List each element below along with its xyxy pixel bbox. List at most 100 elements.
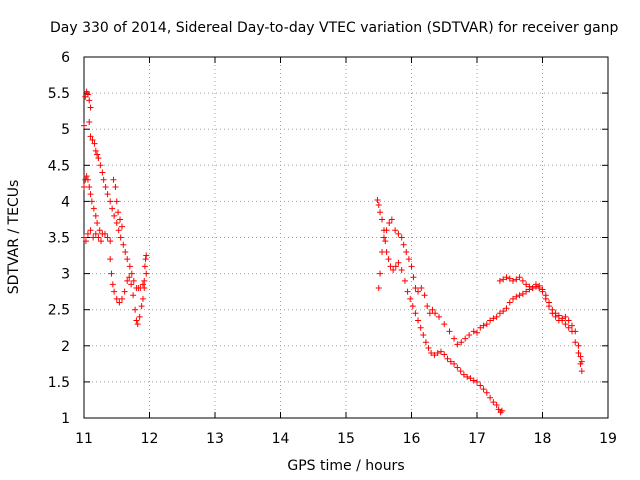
data-point (117, 216, 124, 223)
data-point (374, 196, 381, 203)
data-point (428, 350, 435, 357)
data-point (81, 183, 87, 190)
data-point (408, 263, 415, 270)
data-point (418, 285, 425, 292)
data-point (401, 277, 408, 284)
series-segment-1 (81, 88, 150, 328)
data-point (490, 399, 497, 406)
data-point (516, 292, 523, 299)
data-point (519, 290, 526, 297)
data-point (126, 274, 133, 281)
data-point (513, 293, 520, 300)
data-point (555, 312, 562, 319)
data-point (84, 176, 91, 183)
y-tick-label: 6 (61, 50, 70, 66)
data-point (132, 306, 139, 313)
data-point (95, 155, 102, 162)
y-tick-label: 2 (61, 339, 70, 355)
data-point (487, 317, 494, 324)
data-point (412, 285, 419, 292)
data-point (434, 350, 441, 357)
data-point (437, 348, 444, 355)
data-point (444, 355, 451, 362)
data-point (539, 286, 546, 293)
data-point (98, 238, 105, 245)
data-point (500, 276, 507, 283)
data-point (88, 198, 95, 205)
data-point (493, 313, 500, 320)
data-point (577, 353, 584, 360)
data-point (400, 241, 407, 248)
data-point (470, 328, 477, 335)
data-point (118, 295, 125, 302)
data-point (519, 277, 526, 284)
data-point (141, 277, 148, 284)
gridlines (84, 57, 608, 418)
y-axis-label: SDTVAR / TECUs (6, 180, 22, 295)
data-points (81, 88, 585, 416)
data-point (470, 377, 477, 384)
x-axis-label: GPS time / hours (287, 458, 404, 474)
data-point (115, 227, 122, 234)
data-point (421, 292, 428, 299)
data-point (113, 198, 120, 205)
data-point (398, 266, 405, 273)
x-tick-label: 15 (337, 431, 355, 447)
data-point (405, 256, 412, 263)
data-point (110, 176, 117, 183)
y-tick-label: 4.5 (48, 158, 70, 174)
data-point (117, 234, 124, 241)
data-point (379, 216, 386, 223)
data-point (91, 140, 98, 147)
data-point (462, 335, 469, 342)
data-point (113, 220, 120, 227)
data-point (523, 288, 530, 295)
x-tick-label: 19 (599, 431, 617, 447)
data-point (431, 352, 438, 359)
data-point (441, 351, 448, 358)
x-tick-label: 18 (534, 431, 552, 447)
data-point (516, 274, 523, 281)
data-point (562, 321, 569, 328)
y-tick-label: 1.5 (48, 375, 70, 391)
data-point (87, 191, 94, 198)
data-point (97, 162, 104, 169)
data-point (130, 292, 137, 299)
data-point (130, 277, 137, 284)
data-point (81, 122, 87, 129)
data-point (83, 88, 90, 95)
data-point (136, 313, 143, 320)
data-point (451, 335, 458, 342)
series-segment-2 (374, 196, 585, 416)
data-point (107, 238, 114, 245)
data-point (422, 339, 429, 346)
data-point (409, 303, 416, 310)
data-point (388, 216, 395, 223)
data-point (436, 313, 443, 320)
data-point (415, 317, 422, 324)
data-point (417, 324, 424, 331)
data-point (497, 409, 504, 416)
data-point (109, 205, 116, 212)
data-point (99, 169, 106, 176)
data-point (139, 281, 146, 288)
data-point (474, 329, 480, 336)
data-point (446, 328, 453, 335)
data-point (111, 288, 118, 295)
data-point (128, 270, 135, 277)
data-point (104, 191, 111, 198)
x-tick-label: 11 (75, 431, 93, 447)
data-point (565, 324, 572, 331)
data-point (412, 310, 419, 317)
data-point (141, 285, 148, 292)
data-point (107, 256, 114, 263)
y-tick-label: 1 (61, 411, 70, 427)
data-point (92, 212, 99, 219)
data-point (109, 281, 116, 288)
data-point (90, 205, 97, 212)
data-point (395, 259, 402, 266)
data-point (138, 303, 145, 310)
data-point (480, 386, 487, 393)
data-point (506, 299, 513, 306)
data-point (141, 263, 148, 270)
